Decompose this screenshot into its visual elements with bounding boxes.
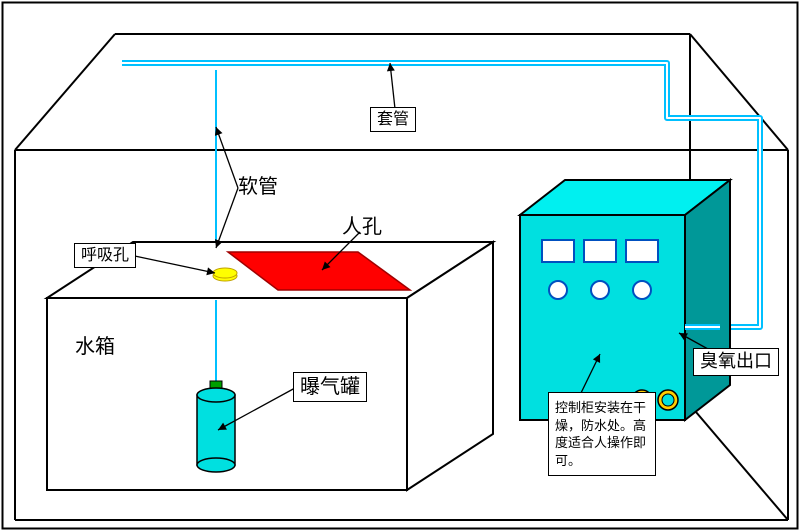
label-breathing-hole: 呼吸孔 <box>74 243 136 268</box>
label-hose: 软管 <box>238 175 278 199</box>
label-ozone-outlet: 臭氧出口 <box>693 348 779 376</box>
label-casing: 套管 <box>370 107 416 132</box>
label-cabinet-note: 控制柜安装在干燥，防水处。高度适合人操作即可。 <box>548 392 656 476</box>
label-aeration-tank: 曝气罐 <box>293 372 367 402</box>
label-water-tank: 水箱 <box>75 335 115 359</box>
label-manhole: 人孔 <box>342 215 382 239</box>
